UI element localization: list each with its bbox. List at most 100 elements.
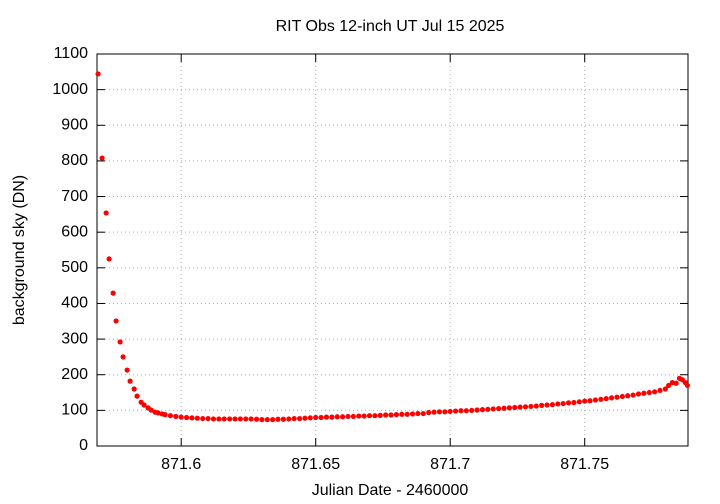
data-point: [662, 386, 669, 392]
data-point: [587, 398, 593, 404]
data-point: [106, 256, 112, 262]
data-point: [117, 339, 123, 345]
data-point: [592, 397, 599, 403]
data-point: [533, 403, 539, 409]
x-tick-label: 871.6: [161, 456, 201, 473]
data-point: [361, 413, 367, 419]
data-point: [614, 394, 620, 400]
data-point: [474, 407, 480, 413]
data-point: [506, 405, 512, 411]
data-point: [162, 412, 168, 418]
x-tick-label: 871.75: [560, 456, 609, 473]
data-point: [409, 411, 416, 417]
data-point: [259, 417, 265, 423]
data-point: [377, 412, 383, 418]
data-point: [339, 414, 346, 420]
data-point: [110, 290, 116, 296]
data-point: [415, 410, 421, 417]
data-point: [609, 395, 615, 401]
data-point: [120, 354, 126, 360]
data-point: [194, 415, 200, 421]
data-point: [345, 413, 351, 420]
data-point: [141, 402, 147, 408]
data-point: [571, 399, 577, 406]
y-tick-label: 900: [61, 116, 88, 133]
data-point: [641, 390, 647, 396]
y-axis-label: background sky (DN): [11, 175, 28, 325]
data-point: [131, 386, 137, 392]
data-point: [366, 413, 373, 419]
data-point: [560, 400, 566, 407]
data-point: [388, 412, 394, 418]
y-tick-label: 1100: [54, 45, 89, 62]
data-point: [323, 414, 330, 420]
x-tick-label: 871.7: [430, 456, 470, 473]
y-tick-label: 400: [61, 295, 88, 312]
data-point: [598, 396, 604, 402]
y-tick-label: 1000: [52, 81, 88, 98]
data-point: [216, 416, 222, 422]
data-point: [582, 398, 588, 404]
data-point: [393, 412, 400, 418]
data-point: [652, 389, 658, 395]
data-point: [200, 415, 206, 422]
data-point: [565, 400, 572, 406]
data-point: [630, 392, 636, 398]
chart-title: RIT Obs 12-inch UT Jul 15 2025: [276, 18, 505, 35]
data-point: [431, 409, 437, 415]
data-point: [95, 71, 101, 77]
y-tick-label: 100: [61, 402, 88, 419]
data-point: [329, 414, 335, 420]
data-point: [458, 408, 464, 414]
data-point: [404, 411, 410, 417]
data-point: [280, 416, 287, 422]
data-point: [399, 411, 405, 417]
data-point: [296, 415, 303, 422]
data-point: [420, 410, 426, 417]
data-point: [684, 382, 691, 389]
data-point: [291, 415, 297, 422]
data-point: [148, 407, 154, 413]
data-point: [501, 405, 507, 411]
x-axis-label: Julian Date - 2460000: [312, 482, 469, 499]
data-point: [275, 416, 281, 422]
data-point: [426, 409, 432, 416]
data-point: [528, 403, 534, 410]
data-point: [619, 393, 625, 400]
data-point: [237, 416, 243, 422]
y-tick-label: 800: [61, 152, 88, 169]
data-point: [372, 413, 378, 419]
data-point: [452, 408, 459, 414]
data-point: [479, 407, 486, 413]
data-point: [127, 378, 133, 384]
data-point: [189, 415, 195, 421]
data-point: [544, 402, 550, 408]
data-point: [178, 414, 184, 420]
data-point: [134, 393, 140, 399]
data-point: [666, 382, 672, 389]
data-point: [522, 404, 529, 410]
y-tick-label: 500: [61, 259, 88, 276]
data-point: [463, 408, 469, 414]
y-tick-label: 700: [61, 188, 88, 205]
data-point: [512, 404, 518, 411]
y-tick-label: 0: [79, 437, 88, 454]
data-point: [155, 410, 161, 416]
x-tick-label: 871.65: [291, 456, 340, 473]
data-point: [173, 413, 179, 420]
data-point: [232, 416, 238, 422]
data-point: [625, 393, 631, 399]
data-point: [635, 391, 642, 397]
y-tick-label: 600: [61, 223, 88, 240]
data-point: [221, 416, 227, 422]
data-point: [103, 210, 109, 216]
data-point: [490, 406, 496, 412]
data-point: [307, 415, 313, 421]
data-point: [673, 380, 679, 386]
data-point: [205, 415, 211, 422]
data-point: [646, 389, 652, 396]
data-point: [485, 406, 491, 412]
data-point: [113, 318, 119, 324]
data-point: [167, 413, 174, 419]
